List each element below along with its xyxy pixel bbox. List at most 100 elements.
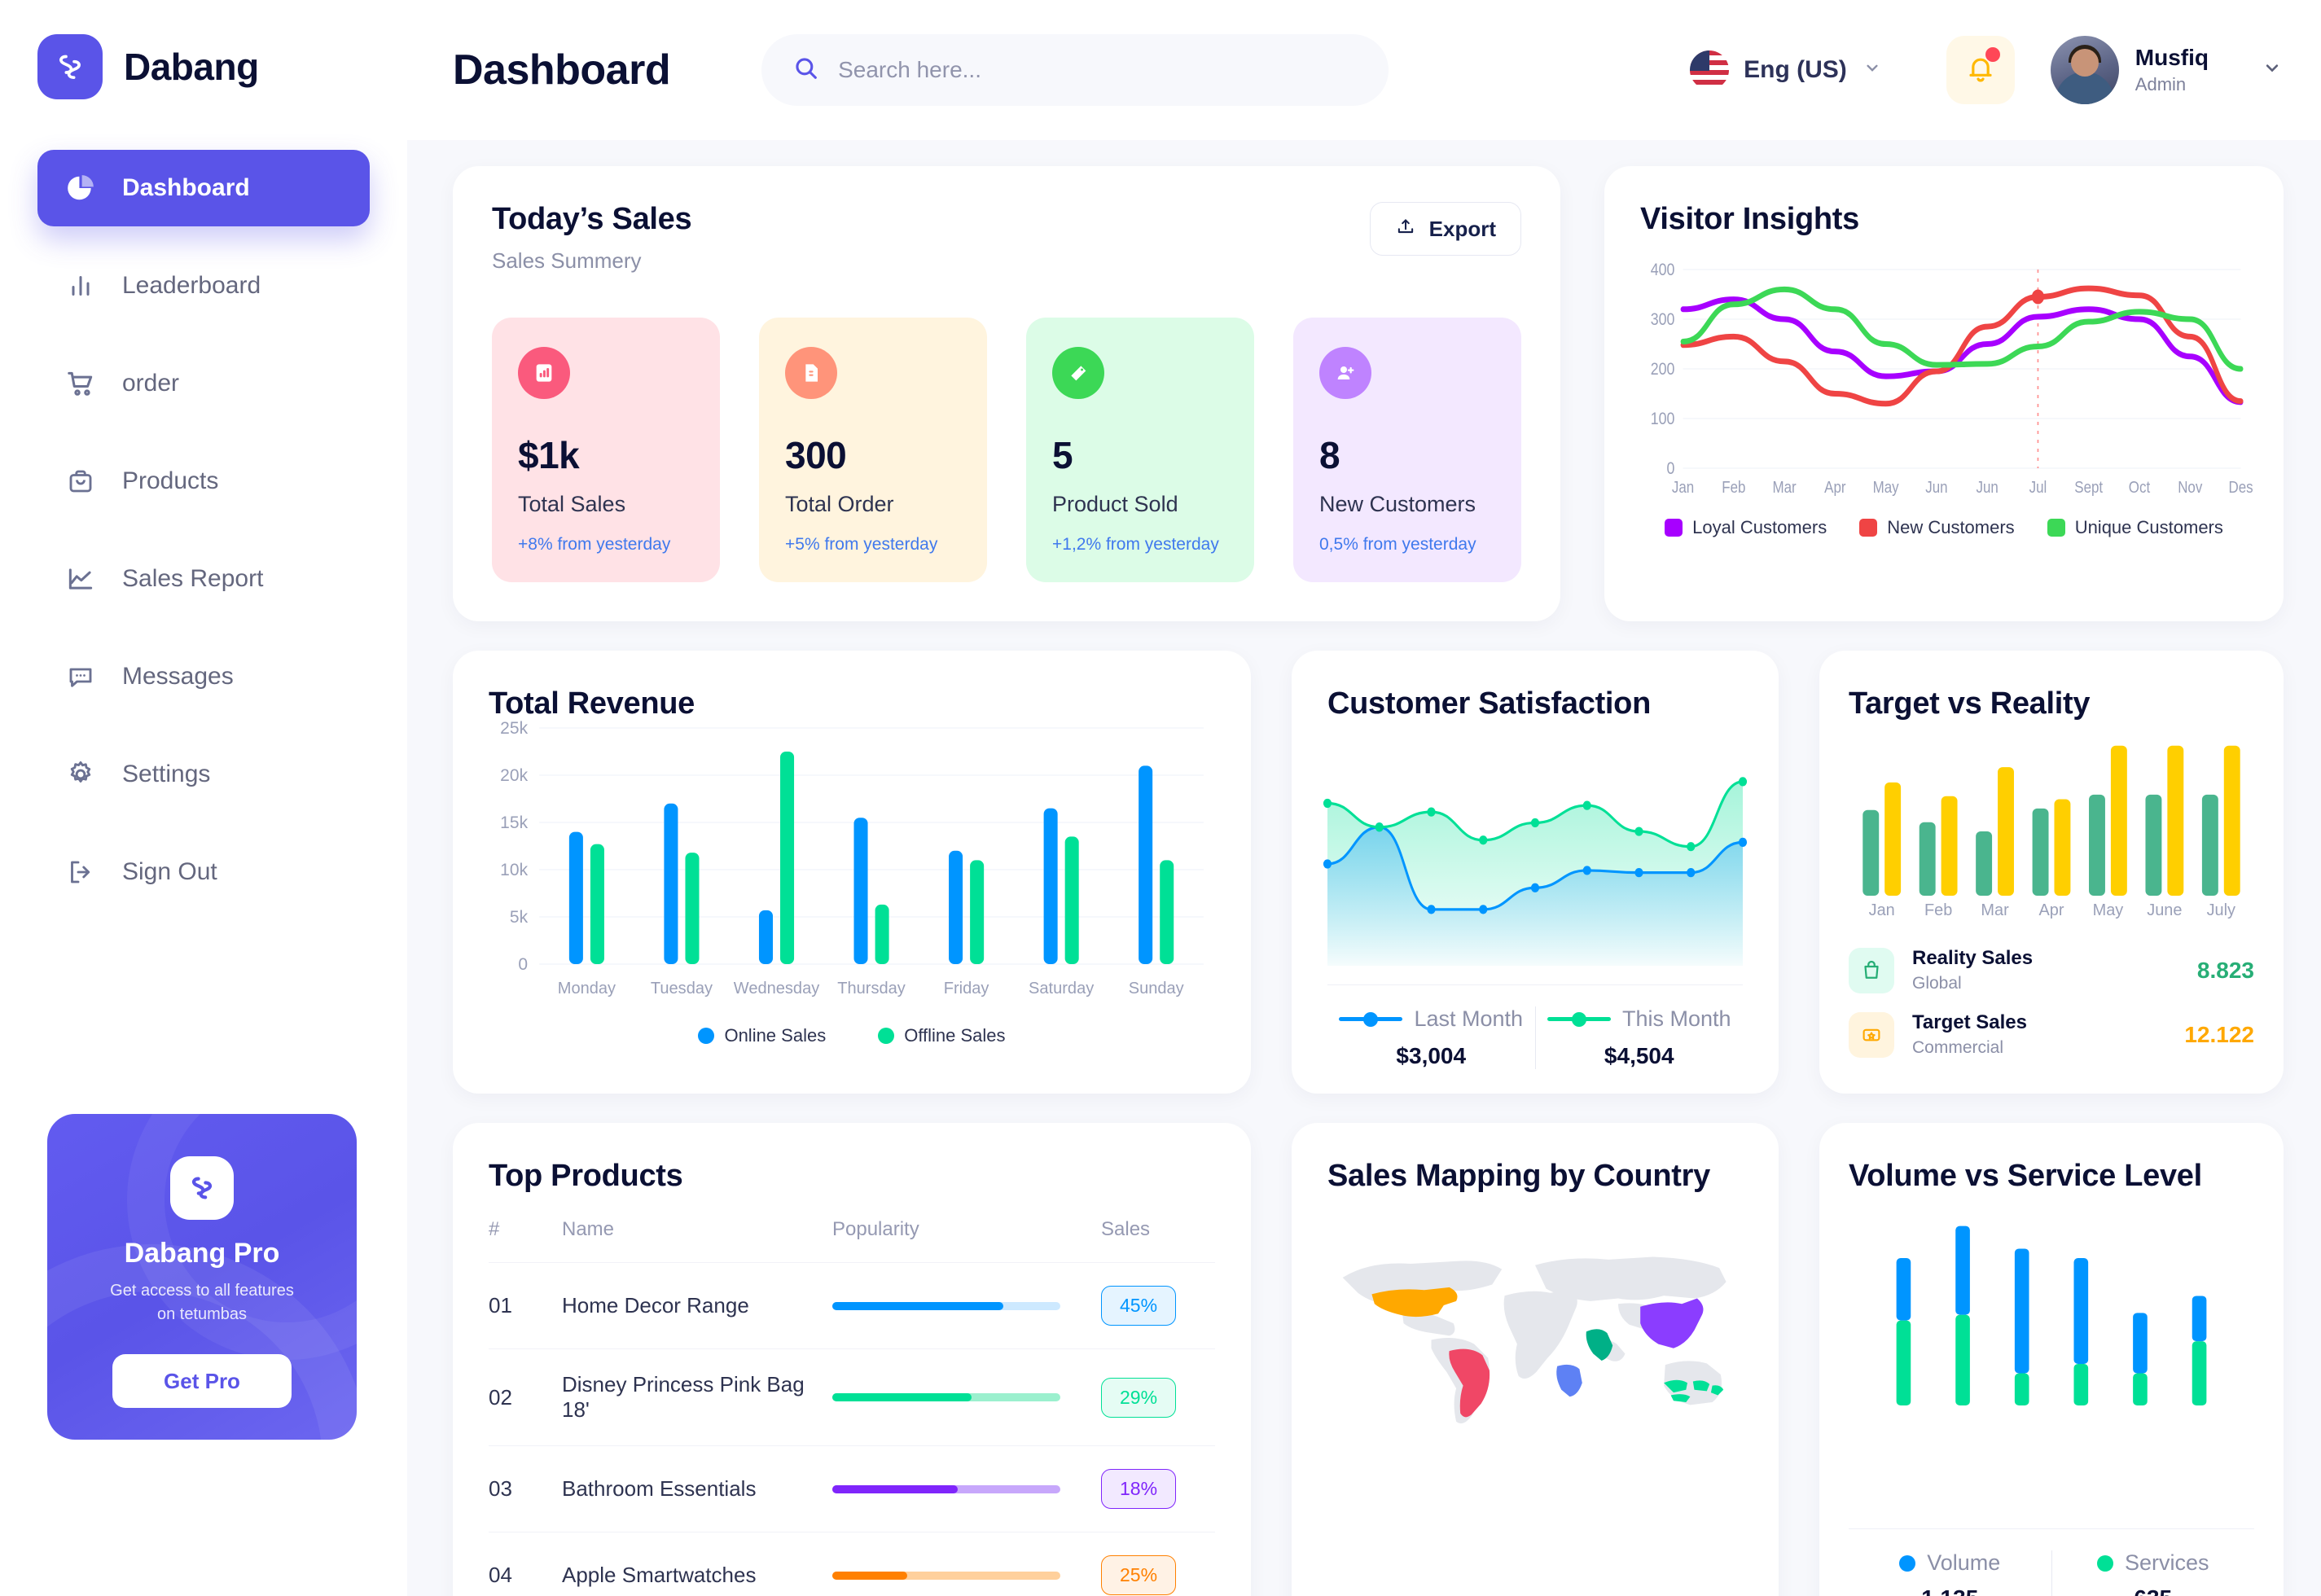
table-row[interactable]: 03 Bathroom Essentials 18% <box>489 1445 1215 1532</box>
volume-service-title: Volume vs Service Level <box>1849 1159 2202 1193</box>
gear-icon <box>64 757 98 791</box>
topbar-right: Eng (US) <box>1690 36 2284 104</box>
visitor-insights-chart: 0 100 200 300 400 Jan Feb Mar Apr May Jun Jun Jul Sep… <box>1640 261 2253 506</box>
svg-text:Friday: Friday <box>944 980 989 998</box>
export-button[interactable]: Export <box>1369 202 1521 256</box>
svg-text:Thursday: Thursday <box>837 980 906 998</box>
cart-icon <box>64 366 98 401</box>
target-vs-reality-legend: Reality Sales Global 8.823 <box>1849 947 2254 1058</box>
this-month-total: $4,504 <box>1604 1043 1674 1068</box>
line-marker-icon <box>1339 1011 1403 1027</box>
sidebar-item-sign-out[interactable]: Sign Out <box>37 834 370 910</box>
svg-text:10k: 10k <box>500 861 528 879</box>
chevron-down-icon <box>1862 57 1883 84</box>
user-menu[interactable]: Musfiq Admin <box>2050 36 2284 104</box>
total-revenue-title: Total Revenue <box>489 686 695 721</box>
table-row[interactable]: 01 Home Decor Range 45% <box>489 1262 1215 1349</box>
svg-text:May: May <box>2093 901 2124 919</box>
target-vs-reality-title: Target vs Reality <box>1849 686 2091 721</box>
sidebar-item-label: Sign Out <box>122 858 217 885</box>
legend-sublabel: Global <box>1912 974 1962 993</box>
visitor-insights-title: Visitor Insights <box>1640 202 1859 236</box>
sidebar-item-sales-report[interactable]: Sales Report <box>37 541 370 617</box>
svg-text:June: June <box>2147 901 2182 919</box>
services-total: 635 <box>2052 1585 2255 1596</box>
legend-target-sales: Target Sales Commercial 12.122 <box>1849 1011 2254 1058</box>
sidebar-item-label: Settings <box>122 761 211 787</box>
stat-value: $1k <box>518 434 580 476</box>
stat-label: New Customers <box>1319 492 1476 516</box>
customer-satisfaction-title: Customer Satisfaction <box>1327 686 1652 721</box>
stat-value: 300 <box>785 434 847 476</box>
stat-tiles: $1k Total Sales +8% from yesterday <box>492 318 1521 582</box>
stat-delta: +5% from yesterday <box>785 535 938 554</box>
table-row[interactable]: 02 Disney Princess Pink Bag 18' 29% <box>489 1348 1215 1446</box>
sidebar-item-settings[interactable]: Settings <box>37 736 370 813</box>
svg-text:25k: 25k <box>500 719 528 738</box>
top-products-title: Top Products <box>489 1159 683 1193</box>
stat-delta: 0,5% from yesterday <box>1319 535 1476 554</box>
volume-service-card: Volume vs Service Level Volume 1,135 <box>1819 1123 2284 1596</box>
todays-sales-title: Today’s Sales <box>492 202 692 236</box>
product-num: 04 <box>489 1532 562 1596</box>
svg-text:Sunday: Sunday <box>1129 980 1184 998</box>
search-bar[interactable] <box>761 34 1389 106</box>
svg-text:July: July <box>2207 901 2235 919</box>
table-row[interactable]: 04 Apple Smartwatches 25% <box>489 1532 1215 1596</box>
sidebar-nav: Dashboard Leaderboard order <box>0 150 407 932</box>
status-badge: 18% <box>1101 1469 1177 1509</box>
brand-name: Dabang <box>124 46 259 88</box>
target-vs-reality-card: Target vs Reality Jan Feb Mar Apr May June Jul… <box>1819 651 2284 1094</box>
legend-offline-sales: Offline Sales <box>878 1025 1006 1046</box>
stat-delta: +1,2% from yesterday <box>1052 535 1219 554</box>
bag-icon <box>1849 947 1894 993</box>
brand[interactable]: Dabang <box>0 0 407 99</box>
legend-unique-customers: Unique Customers <box>2047 517 2223 538</box>
col-name: Name <box>562 1218 615 1240</box>
stat-tile-total-order[interactable]: 300 Total Order +5% from yesterday <box>759 318 987 582</box>
sales-chart-icon <box>518 347 570 399</box>
order-doc-icon <box>785 347 837 399</box>
svg-text:0: 0 <box>1666 459 1674 479</box>
sales-mapping-card: Sales Mapping by Country <box>1292 1123 1779 1596</box>
svg-text:200: 200 <box>1651 360 1675 379</box>
col-popularity: Popularity <box>832 1218 919 1240</box>
stat-tile-total-sales[interactable]: $1k Total Sales +8% from yesterday <box>492 318 720 582</box>
world-map <box>1327 1215 1743 1455</box>
svg-text:Jun: Jun <box>1925 478 1947 497</box>
sidebar-item-leaderboard[interactable]: Leaderboard <box>37 248 370 324</box>
search-input[interactable] <box>838 57 1358 83</box>
col-num: # <box>489 1218 500 1240</box>
product-sales: 25% <box>1101 1532 1215 1596</box>
sidebar-item-label: Messages <box>122 663 234 690</box>
sidebar-item-products[interactable]: Products <box>37 443 370 520</box>
sidebar-item-dashboard[interactable]: Dashboard <box>37 150 370 226</box>
stat-tile-product-sold[interactable]: 5 Product Sold +1,2% from yesterday <box>1026 318 1254 582</box>
promo-subtitle: Get access to all features on tetumbas <box>110 1282 294 1323</box>
svg-text:Apr: Apr <box>2039 901 2064 919</box>
product-sales: 29% <box>1101 1348 1215 1446</box>
product-name: Bathroom Essentials <box>562 1445 832 1532</box>
stat-tile-new-customers[interactable]: 8 New Customers 0,5% from yesterday <box>1293 318 1521 582</box>
product-num: 01 <box>489 1262 562 1349</box>
sidebar-item-order[interactable]: order <box>37 345 370 422</box>
top-products-table: # Name Popularity Sales 01 Home Decor Ran… <box>489 1218 1215 1596</box>
svg-text:20k: 20k <box>500 766 528 785</box>
stat-delta: +8% from yesterday <box>518 535 671 554</box>
sidebar-item-messages[interactable]: Messages <box>37 638 370 715</box>
get-pro-button[interactable]: Get Pro <box>112 1354 292 1408</box>
dabang-logo-icon <box>37 34 103 99</box>
row-two: Total Revenue 0 5k 10k 15k 20k 25k Monday Tuesd… <box>453 651 2284 1094</box>
col-sales: Sales <box>1101 1218 1151 1240</box>
notifications-button[interactable] <box>1946 36 2015 104</box>
topbar: Dashboard Eng (US) <box>407 0 2321 140</box>
svg-text:Saturday: Saturday <box>1029 980 1094 998</box>
notification-badge-dot <box>1985 47 2000 62</box>
language-selector[interactable]: Eng (US) <box>1690 50 1883 90</box>
svg-text:Nov: Nov <box>2178 478 2203 497</box>
status-badge: 45% <box>1101 1286 1177 1326</box>
svg-text:0: 0 <box>518 955 528 974</box>
stat-label: Product Sold <box>1052 492 1178 516</box>
volume-total: 1,135 <box>1849 1585 2051 1596</box>
target-sales-total: 12.122 <box>2184 1021 2254 1047</box>
